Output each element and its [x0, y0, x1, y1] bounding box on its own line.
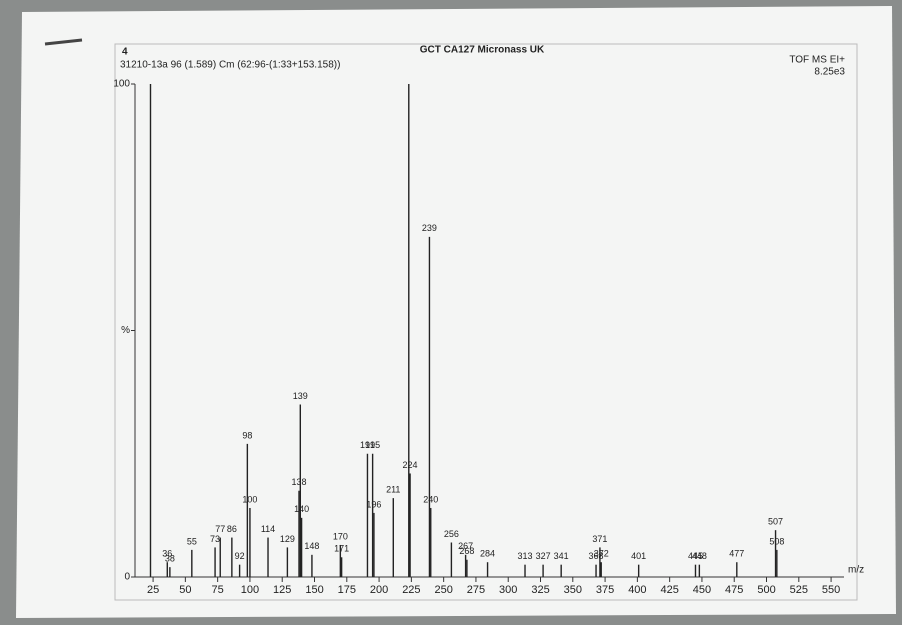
peak-label: 477 [729, 549, 744, 559]
x-tick-label: 75 [212, 584, 224, 596]
peak-label: 77 [215, 524, 225, 534]
peak-label: 139 [293, 391, 308, 401]
peak-label: 140 [294, 504, 309, 514]
peak-label: 313 [517, 551, 532, 561]
chart: 4 31210-13a 96 (1.589) Cm (62:96-(1:33+1… [0, 0, 902, 620]
peak-label: 327 [536, 551, 551, 561]
peak-label: 73 [210, 534, 220, 544]
peak-label: 55 [187, 536, 197, 546]
peak-label: 148 [304, 541, 319, 551]
x-tick-label: 125 [273, 584, 291, 596]
page: {"chart_data": {"type": "bar", "title": … [0, 0, 902, 620]
peak-label: 284 [480, 549, 495, 559]
peak-label: 196 [366, 499, 381, 509]
y-tick-label: % [121, 325, 130, 336]
peak-label: 138 [291, 477, 306, 487]
peak-label: 448 [692, 551, 707, 561]
x-tick-label: 325 [531, 584, 549, 596]
peak-label: 211 [386, 484, 400, 494]
peak-label: 98 [242, 430, 252, 440]
subtitle: 31210-13a 96 (1.589) Cm (62:96-(1:33+153… [120, 60, 340, 71]
x-tick-label: 500 [757, 584, 775, 596]
x-tick-label: 350 [564, 584, 582, 596]
x-tick-label: 225 [402, 584, 420, 596]
peak-label: 129 [280, 534, 295, 544]
y-tick-label: 0 [124, 572, 130, 583]
peak-label: 507 [768, 517, 783, 527]
peak-label: 341 [554, 551, 569, 561]
peak-label: 240 [423, 494, 438, 504]
peak-label: 508 [769, 536, 784, 546]
x-tick-label: 25 [147, 584, 159, 596]
peak-label: 86 [227, 524, 237, 534]
x-tick-label: 275 [467, 584, 485, 596]
peak-label: 38 [165, 554, 175, 564]
x-tick-label: 550 [822, 584, 840, 596]
peak-label: 256 [444, 529, 459, 539]
y-tick-label: 100 [113, 79, 130, 90]
peak-label: 239 [422, 223, 437, 233]
peak-label: 224 [403, 460, 418, 470]
x-tick-label: 150 [305, 584, 323, 596]
x-tick-label: 525 [790, 584, 808, 596]
peak-label: 401 [631, 551, 646, 561]
peak-label: 92 [235, 551, 245, 561]
peak-label: 268 [459, 546, 474, 556]
x-tick-label: 175 [338, 584, 356, 596]
x-tick-label: 250 [434, 584, 452, 596]
peak-label: 372 [594, 549, 609, 559]
x-tick-label: 475 [725, 584, 743, 596]
peak-label: 371 [592, 534, 607, 544]
x-tick-label: 450 [693, 584, 711, 596]
panel-number: 4 [122, 47, 128, 58]
paper [16, 6, 896, 618]
intensity: 8.25e3 [814, 67, 845, 78]
peak-label: 195 [365, 440, 380, 450]
x-tick-label: 375 [596, 584, 614, 596]
x-axis-label: m/z [848, 565, 864, 576]
x-tick-label: 425 [660, 584, 678, 596]
x-tick-label: 400 [628, 584, 646, 596]
peak-label: 170 [333, 531, 348, 541]
instrument: TOF MS EI+ [789, 55, 845, 66]
x-tick-label: 100 [241, 584, 259, 596]
x-tick-label: 200 [370, 584, 388, 596]
x-tick-label: 50 [179, 584, 191, 596]
peak-label: 171 [334, 544, 349, 554]
peak-label: 100 [242, 494, 257, 504]
peak-label: 114 [261, 524, 275, 534]
chart-title: GCT CA127 Micronass UK [420, 45, 545, 56]
x-tick-label: 300 [499, 584, 517, 596]
